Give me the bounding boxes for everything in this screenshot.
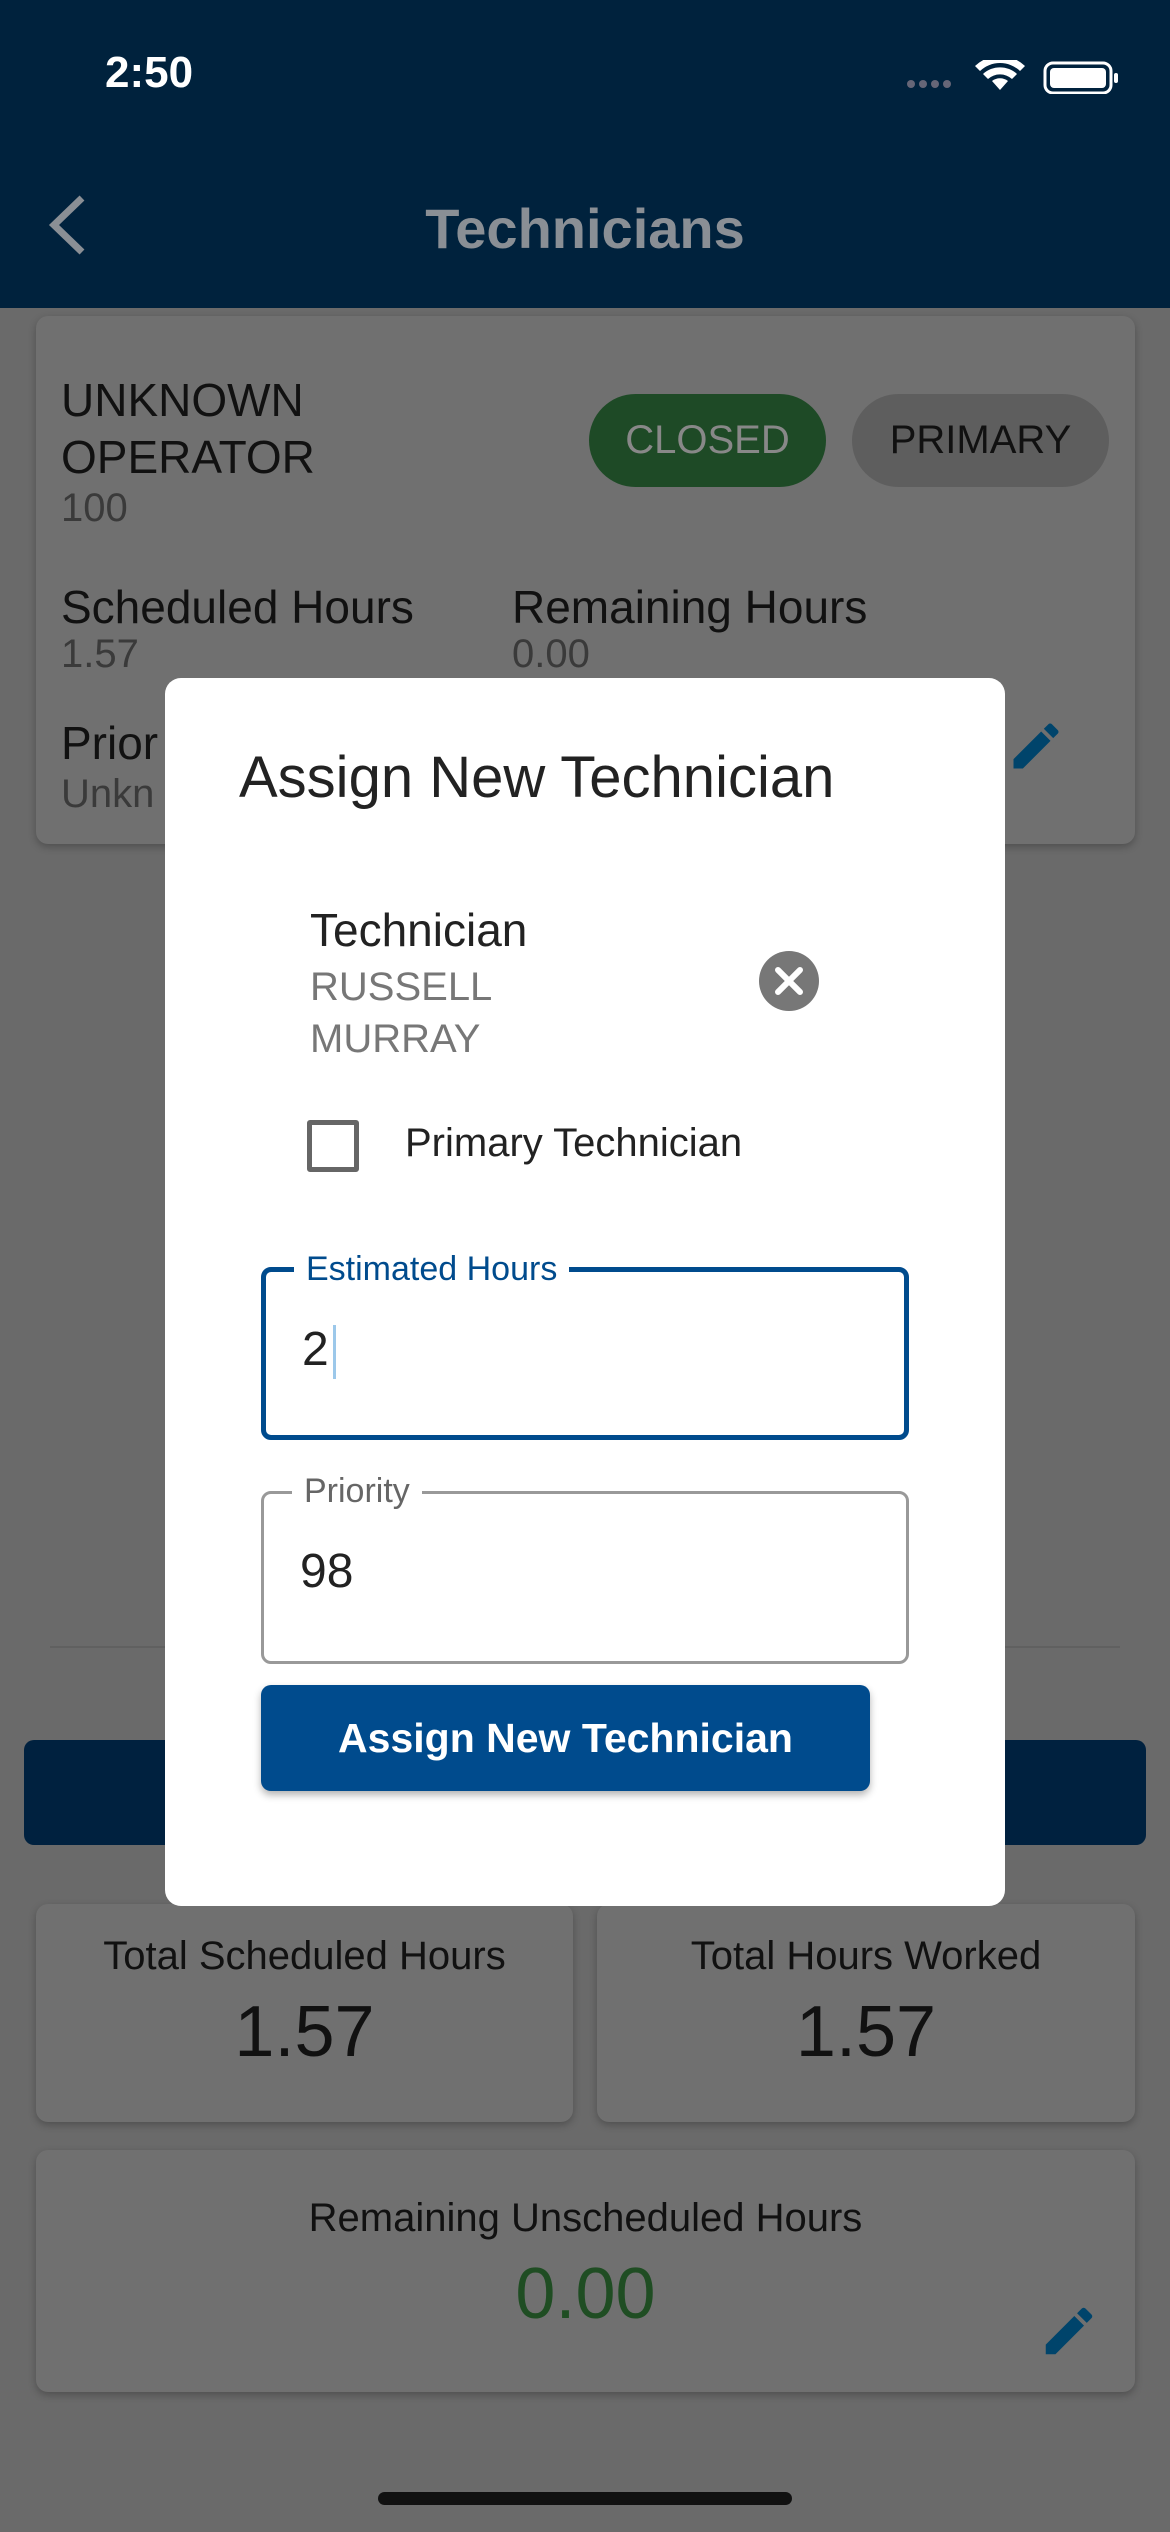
app-header: 2:50 Technicians (0, 0, 1170, 308)
total-worked-label: Total Hours Worked (690, 1934, 1042, 1978)
status-badge: CLOSED (589, 394, 826, 487)
priority-input[interactable]: Priority 98 (261, 1472, 909, 1664)
dialog-title: Assign New Technician (239, 745, 835, 810)
tech-id: 100 (61, 486, 128, 530)
back-chevron-icon[interactable] (40, 190, 100, 260)
total-worked-value: 1.57 (795, 1992, 937, 2072)
edit-pencil-icon[interactable] (1038, 2300, 1100, 2362)
primary-technician-checkbox[interactable] (307, 1120, 359, 1172)
estimated-hours-input[interactable]: Estimated Hours 2 (261, 1250, 909, 1440)
total-scheduled-value: 1.57 (234, 1992, 375, 2072)
remaining-hours-value: 0.00 (512, 632, 590, 676)
scheduled-hours-value: 1.57 (61, 632, 139, 676)
total-scheduled-label: Total Scheduled Hours (103, 1934, 506, 1978)
home-indicator (378, 2492, 792, 2505)
estimated-hours-label: Estimated Hours (294, 1250, 570, 1289)
scheduled-hours-label: Scheduled Hours (61, 581, 414, 633)
primary-technician-label: Primary Technician (405, 1121, 743, 1165)
text-cursor (332, 1325, 336, 1380)
remaining-unscheduled-label: Remaining Unscheduled Hours (308, 2196, 863, 2240)
status-icons (907, 60, 1118, 94)
priority-field-label: Priority (292, 1472, 422, 1511)
edit-pencil-icon[interactable] (1006, 716, 1066, 776)
priority-value: Unkn (61, 772, 155, 816)
assign-new-technician-button[interactable]: Assign New Technician (261, 1685, 870, 1791)
remaining-unscheduled-value: 0.00 (515, 2254, 656, 2334)
assign-technician-dialog: Assign New Technician Technician RUSSELL… (165, 678, 1005, 1906)
priority-field-value: 98 (300, 1545, 354, 1598)
technician-name-line1: RUSSELL (310, 965, 493, 1009)
priority-label: Prior (61, 717, 159, 769)
clear-technician-icon[interactable] (759, 951, 819, 1011)
total-worked-card: Total Hours Worked 1.57 (597, 1904, 1135, 2122)
tech-name-line2: OPERATOR (61, 431, 315, 483)
technician-label: Technician (310, 904, 528, 956)
remaining-hours-label: Remaining Hours (512, 581, 868, 633)
tech-name-line1: UNKNOWN (61, 374, 304, 426)
estimated-hours-value: 2 (302, 1323, 329, 1376)
remaining-unscheduled-card: Remaining Unscheduled Hours 0.00 (36, 2150, 1135, 2392)
technician-name-line2: MURRAY (310, 1017, 481, 1061)
page-title: Technicians (425, 197, 745, 260)
primary-badge: PRIMARY (852, 394, 1109, 487)
status-time: 2:50 (105, 48, 194, 97)
total-scheduled-card: Total Scheduled Hours 1.57 (36, 1904, 573, 2122)
